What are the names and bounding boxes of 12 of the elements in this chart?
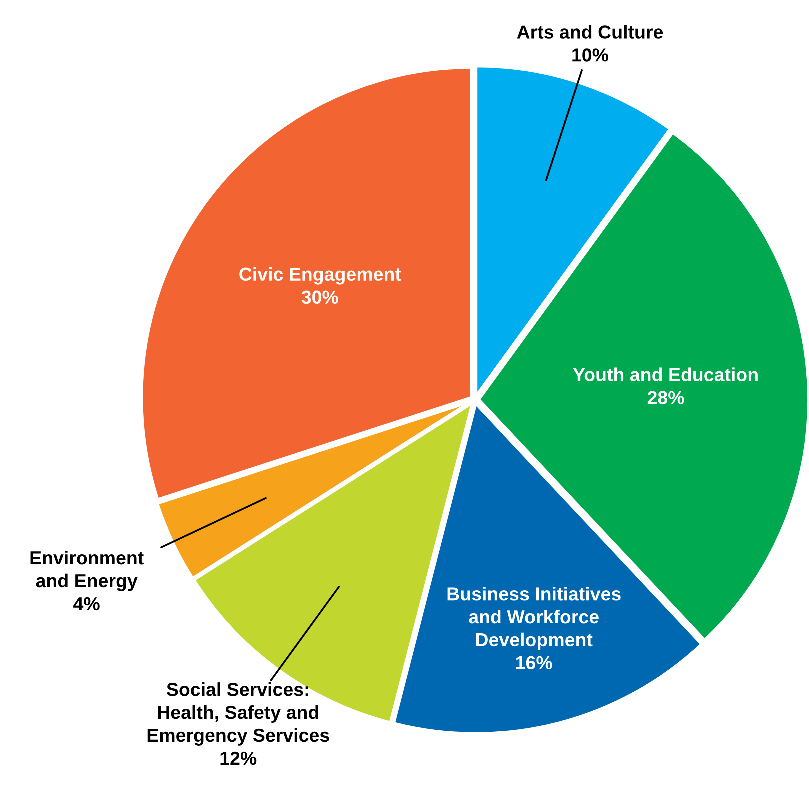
data-label: 10% [572,48,609,62]
data-label: 28% [648,391,684,404]
slice-label: Civic Engagement [240,267,402,285]
slice-label: Environment and Energy [30,550,144,592]
slice-label: Youth and Education [573,368,758,382]
data-label: 4% [74,597,100,611]
slice-label: Arts and Culture [517,25,664,39]
data-label: 12% [220,752,257,766]
slice-label: Social Services: Health, Safety and Emergency Services [148,682,330,746]
data-label: 16% [516,656,552,670]
slice-label: Business Initiatives and Workforce Development [448,587,621,650]
data-label: 30% [302,290,338,304]
